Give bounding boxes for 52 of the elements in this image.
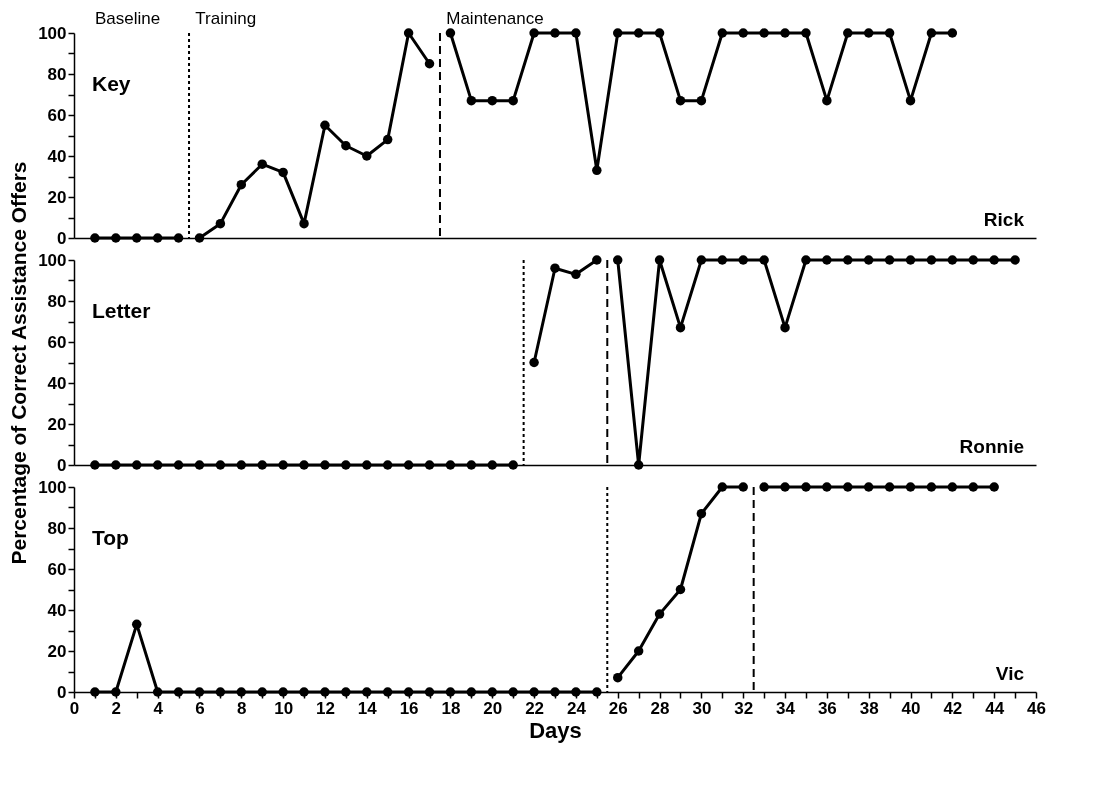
y-tick-label: 100 <box>38 23 67 43</box>
text: Baseline <box>94 9 161 28</box>
x-tick-label: 34 <box>776 698 796 718</box>
text: Vic <box>995 663 1025 684</box>
y-tick-label: 0 <box>57 455 67 475</box>
y-tick-label: 40 <box>47 600 67 620</box>
x-tick-label: 6 <box>195 698 205 718</box>
x-tick-label: 24 <box>566 698 587 718</box>
x-tick-label: 16 <box>399 698 419 718</box>
x-tick-label: 44 <box>985 698 1005 718</box>
text: Training <box>195 9 257 28</box>
y-tick-label: 80 <box>47 64 67 84</box>
x-tick-label: 4 <box>153 698 164 718</box>
x-tick-label: 14 <box>357 698 378 718</box>
x-tick-label: 12 <box>316 698 335 718</box>
x-tick-label: 26 <box>608 698 628 718</box>
y-tick-label: 80 <box>47 291 67 311</box>
y-axis-title: Percentage of Correct Assistance Offers <box>7 161 31 565</box>
x-tick-label: 22 <box>525 698 545 718</box>
y-tick-label: 80 <box>47 518 67 538</box>
text: Rick <box>983 209 1025 230</box>
x-tick-label: 2 <box>111 698 122 718</box>
x-tick-label: 38 <box>859 698 879 718</box>
x-tick-label: 40 <box>901 698 921 718</box>
x-tick-label: 42 <box>943 698 963 718</box>
y-tick-label: 0 <box>57 682 67 702</box>
text: Ronnie <box>959 436 1024 457</box>
x-tick-label: 32 <box>734 698 754 718</box>
y-tick-label: 20 <box>47 641 67 661</box>
y-tick-label: 60 <box>47 559 67 579</box>
y-tick-label: 100 <box>38 250 67 270</box>
x-tick-label: 30 <box>692 698 712 718</box>
y-tick-label: 40 <box>47 373 67 393</box>
text: Top <box>92 526 129 549</box>
text: Key <box>92 72 131 95</box>
text: Maintenance <box>446 9 544 28</box>
y-tick-label: 20 <box>47 187 67 207</box>
x-tick-label: 18 <box>441 698 461 718</box>
text: Letter <box>92 299 151 322</box>
x-axis-title: Days <box>529 717 582 743</box>
y-tick-label: 100 <box>38 477 67 497</box>
y-tick-label: 20 <box>47 414 67 434</box>
y-tick-label: 40 <box>47 146 67 166</box>
x-tick-label: 20 <box>483 698 503 718</box>
y-tick-label: 0 <box>57 228 67 248</box>
x-tick-label: 8 <box>237 698 247 718</box>
x-tick-label: 10 <box>274 698 294 718</box>
x-tick-label: 46 <box>1027 698 1046 718</box>
y-tick-label: 60 <box>47 332 67 352</box>
x-tick-label: 36 <box>817 698 837 718</box>
x-tick-label: 28 <box>650 698 670 718</box>
y-tick-label: 60 <box>47 105 67 125</box>
